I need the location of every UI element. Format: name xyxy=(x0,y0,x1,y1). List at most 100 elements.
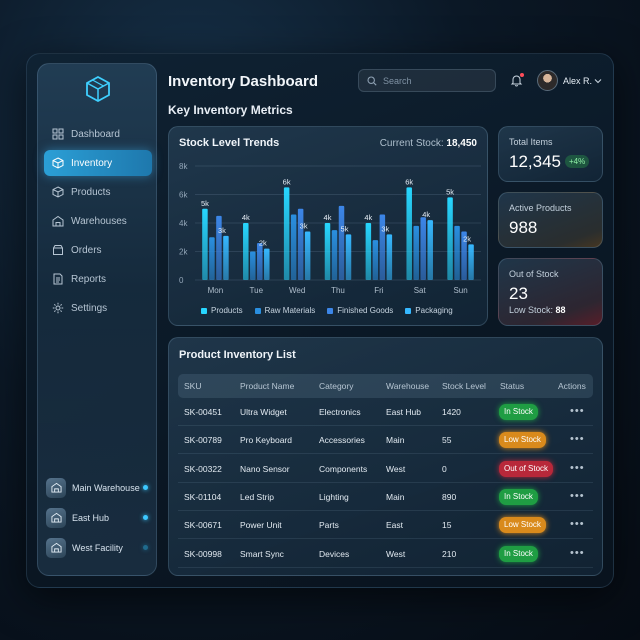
legend-item[interactable]: Raw Materials xyxy=(254,306,315,315)
sidebar-item-label: Inventory xyxy=(71,157,113,169)
sidebar-item-reports[interactable]: Reports xyxy=(44,266,152,292)
package-icon xyxy=(52,186,64,198)
bar-sun-finished-goods[interactable] xyxy=(461,231,467,280)
bar-sun-raw-materials[interactable] xyxy=(454,225,460,280)
bar-sun-packaging[interactable] xyxy=(468,244,474,280)
data-label: 3k xyxy=(300,222,308,231)
sidebar-item-dashboard[interactable]: Dashboard xyxy=(44,121,152,147)
column-header[interactable]: Warehouse xyxy=(386,381,430,391)
more-actions-icon[interactable]: ••• xyxy=(570,518,585,531)
bar-tue-finished-goods[interactable] xyxy=(257,242,263,280)
cell-warehouse: West xyxy=(386,548,406,559)
bar-fri-packaging[interactable] xyxy=(386,234,393,280)
bar-sun-products[interactable] xyxy=(447,197,453,280)
warehouse-icon xyxy=(46,507,66,528)
status-badge: In Stock xyxy=(499,488,538,505)
table-row[interactable]: SK-00322 Nano Sensor Components West 0 Out of… xyxy=(178,455,593,483)
cell-warehouse: East xyxy=(386,520,404,531)
chart-legend: Products Raw Materials Finished Goods Packa… xyxy=(201,306,465,315)
column-header[interactable]: Status xyxy=(500,381,525,391)
x-tick-label: Fri xyxy=(374,286,384,295)
warehouse-icon xyxy=(52,215,64,227)
x-tick-label: Sun xyxy=(453,286,467,295)
more-actions-icon[interactable]: ••• xyxy=(570,405,585,417)
bar-thu-raw-materials[interactable] xyxy=(331,230,338,280)
warehouse-item[interactable]: West Facility xyxy=(44,534,152,561)
legend-item[interactable]: Finished Goods xyxy=(327,306,393,315)
sidebar-item-products[interactable]: Products xyxy=(44,179,152,205)
bar-sat-finished-goods[interactable] xyxy=(420,217,426,280)
notifications-button[interactable] xyxy=(510,73,524,87)
sidebar-item-label: Orders xyxy=(71,244,102,256)
legend-item[interactable]: Packaging xyxy=(405,306,453,315)
warehouse-item[interactable]: Main Warehouse xyxy=(44,474,152,501)
bar-wed-raw-materials[interactable] xyxy=(290,214,297,280)
column-header[interactable]: Stock Level xyxy=(442,381,486,391)
more-actions-icon[interactable]: ••• xyxy=(570,546,585,559)
status-cell: Low Stock xyxy=(499,511,546,534)
bar-sat-products[interactable] xyxy=(406,187,412,280)
warehouse-item[interactable]: East Hub xyxy=(44,504,152,531)
bar-thu-finished-goods[interactable] xyxy=(338,205,345,280)
sidebar-item-inventory[interactable]: Inventory xyxy=(44,150,152,176)
legend-label: Products xyxy=(211,306,243,315)
table-row[interactable]: SK-00671 Power Unit Parts East 15 Low Stock ••… xyxy=(178,511,593,540)
chevron-down-icon[interactable] xyxy=(594,77,602,85)
bar-fri-finished-goods[interactable] xyxy=(379,214,386,280)
table-row[interactable]: SK-00789 Pro Keyboard Accessories Main 55 Low… xyxy=(178,426,593,455)
data-label: 2k xyxy=(259,239,267,248)
cell-category: Accessories xyxy=(319,435,365,446)
bar-tue-packaging[interactable] xyxy=(264,248,270,280)
column-header[interactable]: Category xyxy=(319,381,354,391)
search-icon xyxy=(367,75,377,86)
table-row[interactable]: SK-00998 Smart Sync Devices West 210 In Stock… xyxy=(178,540,593,568)
bar-sat-raw-materials[interactable] xyxy=(413,225,419,280)
column-header[interactable]: Actions xyxy=(558,381,586,391)
bar-mon-packaging[interactable] xyxy=(223,235,229,280)
warehouse-label: East Hub xyxy=(72,512,110,523)
table-row[interactable]: SK-01104 Led Strip Lighting Main 890 In Stock… xyxy=(178,483,593,511)
bar-fri-raw-materials[interactable] xyxy=(372,240,379,280)
bar-mon-raw-materials[interactable] xyxy=(209,237,215,280)
more-actions-icon[interactable]: ••• xyxy=(570,461,585,474)
sidebar-item-settings[interactable]: Settings xyxy=(44,295,152,321)
sidebar-item-orders[interactable]: Orders xyxy=(44,237,152,263)
total-items-label: Total Items xyxy=(509,137,553,147)
current-stock: Current Stock: 18,450 xyxy=(380,138,477,149)
bar-tue-products[interactable] xyxy=(243,223,249,280)
bar-thu-packaging[interactable] xyxy=(345,234,352,280)
data-label: 6k xyxy=(405,177,413,186)
column-header[interactable]: Product Name xyxy=(240,381,295,391)
bar-tue-raw-materials[interactable] xyxy=(250,251,256,281)
sidebar-item-warehouses[interactable]: Warehouses xyxy=(44,208,152,234)
table-header: SKU Product Name Category Warehouse Stock Le… xyxy=(178,374,593,398)
bar-thu-products[interactable] xyxy=(324,223,331,280)
search-box[interactable] xyxy=(358,69,496,92)
bar-mon-finished-goods[interactable] xyxy=(216,215,222,280)
sidebar-item-label: Warehouses xyxy=(71,215,127,227)
avatar[interactable] xyxy=(537,70,558,91)
warehouse-label: West Facility xyxy=(72,542,123,553)
cell-name: Power Unit xyxy=(240,520,282,531)
search-input[interactable] xyxy=(383,75,493,86)
cell-sku: SK-00671 xyxy=(184,520,222,531)
bar-wed-products[interactable] xyxy=(283,187,290,280)
data-label: 3k xyxy=(218,226,226,235)
more-actions-icon[interactable]: ••• xyxy=(570,489,585,502)
bar-mon-products[interactable] xyxy=(202,208,208,280)
legend-swatch xyxy=(405,307,412,314)
bar-fri-products[interactable] xyxy=(365,223,372,280)
x-tick-label: Sat xyxy=(414,286,427,295)
bar-sat-packaging[interactable] xyxy=(427,220,433,280)
column-header[interactable]: SKU xyxy=(184,381,202,391)
report-icon xyxy=(53,273,63,285)
data-label: 5k xyxy=(446,187,454,196)
table-row[interactable]: SK-00451 Ultra Widget Electronics East Hub 1… xyxy=(178,398,593,426)
bar-wed-finished-goods[interactable] xyxy=(297,208,304,280)
cell-sku: SK-00789 xyxy=(184,435,222,446)
sidebar-item-label: Products xyxy=(71,186,111,198)
legend-item[interactable]: Products xyxy=(201,306,243,315)
user-name[interactable]: Alex R. xyxy=(563,76,593,86)
more-actions-icon[interactable]: ••• xyxy=(570,433,585,446)
bar-wed-packaging[interactable] xyxy=(304,231,311,280)
